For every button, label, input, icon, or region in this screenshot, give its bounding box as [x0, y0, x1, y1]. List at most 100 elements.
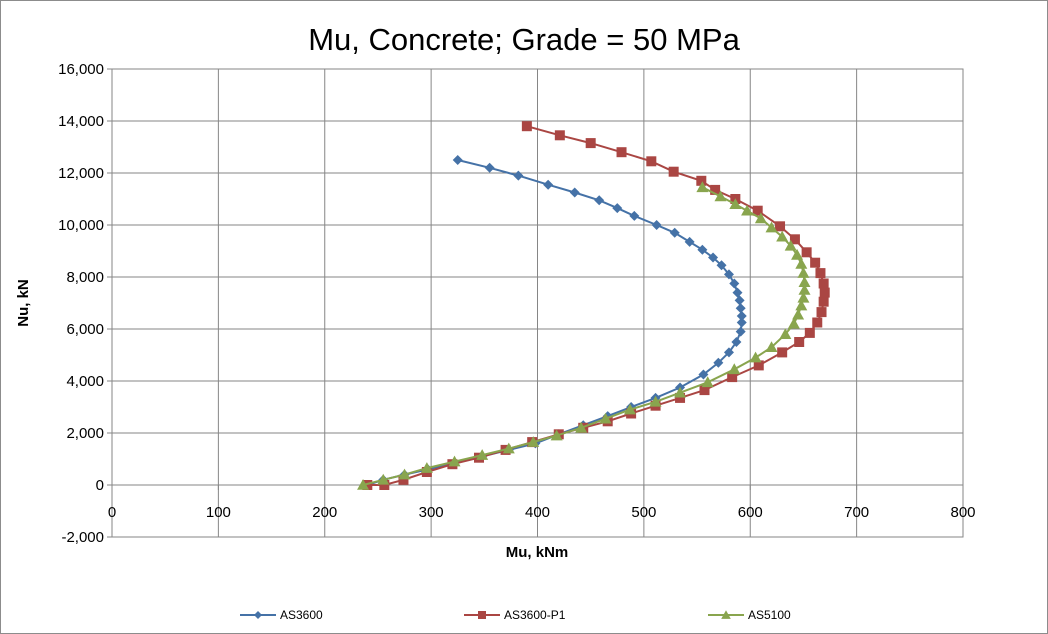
data-point-as5100 [502, 442, 515, 454]
data-point-as3600 [729, 278, 740, 289]
data-point-as5100 [674, 386, 687, 398]
data-point-as3600 [736, 311, 747, 321]
legend-label: AS3600-P1 [504, 608, 566, 622]
legend-item-as3600-p1: AS3600-P1 [464, 608, 566, 622]
data-point-as5100 [476, 449, 489, 460]
data-point-as3600 [735, 303, 746, 314]
data-point-as5100 [791, 248, 804, 260]
data-point-as3600 [736, 317, 747, 328]
data-point-as3600 [484, 162, 495, 173]
data-point-as3600-p1 [804, 327, 815, 338]
data-point-as3600-p1 [727, 372, 738, 383]
data-point-as3600-p1 [646, 156, 657, 167]
x-tick-label: 400 [525, 504, 550, 521]
y-tick-label: 6,000 [66, 321, 104, 338]
data-point-as3600-p1 [696, 175, 707, 186]
data-point-as5100 [749, 351, 762, 363]
data-point-as3600-p1 [752, 205, 763, 216]
data-point-as5100 [550, 429, 563, 441]
data-point-as3600-p1 [362, 480, 373, 490]
data-point-as3600 [569, 187, 580, 198]
data-point-as3600 [543, 179, 554, 190]
chart-title: Mu, Concrete; Grade = 50 MPa [308, 22, 740, 57]
data-point-as5100 [696, 181, 709, 193]
data-point-as3600-p1 [398, 474, 409, 485]
x-axis-ticks: 0 100 200 300 400 500 600 700 800 [108, 485, 976, 521]
legend-item-as5100: AS5100 [708, 608, 791, 622]
data-point-as3600-p1 [812, 317, 823, 328]
x-tick-label: 0 [108, 504, 116, 521]
data-point-as3600-p1 [819, 287, 830, 298]
data-point-as5100 [624, 403, 637, 415]
data-point-as5100 [357, 479, 370, 490]
data-point-as5100 [420, 462, 433, 473]
data-point-as3600 [651, 220, 662, 230]
legend-marker [478, 611, 486, 619]
data-point-as3600-p1 [777, 347, 788, 358]
legend-item-as3600: AS3600 [240, 608, 323, 622]
data-point-as5100 [795, 258, 808, 269]
data-point-as5100 [784, 239, 797, 251]
series-as3600-p1 [362, 121, 830, 490]
data-point-as3600-p1 [675, 392, 686, 403]
x-tick-label: 200 [312, 504, 337, 521]
y-tick-label: 2,000 [66, 425, 104, 442]
data-point-as5100 [798, 276, 811, 287]
data-point-as5100 [729, 198, 742, 209]
data-point-as3600-p1 [379, 480, 390, 490]
data-point-as5100 [741, 204, 754, 216]
data-point-as3600-p1 [710, 184, 721, 195]
series-layer [357, 121, 830, 490]
plot-area [111, 68, 964, 538]
data-point-as5100 [765, 221, 778, 233]
data-point-as3600-p1 [585, 138, 596, 149]
data-point-as5100 [797, 291, 810, 303]
y-tick-label: -2,000 [61, 529, 104, 546]
data-point-as5100 [765, 341, 778, 352]
data-point-as5100 [754, 212, 767, 224]
data-point-as3600-p1 [789, 234, 800, 245]
data-point-as5100 [527, 436, 540, 447]
legend-marker [254, 611, 262, 619]
x-tick-label: 600 [738, 504, 763, 521]
data-point-as5100 [798, 284, 811, 295]
data-point-as5100 [649, 395, 662, 407]
y-axis-ticks: -2,000 0 2,000 4,000 6,000 8,000 10,000 12,000 1… [58, 61, 112, 546]
data-point-as3600 [723, 347, 734, 358]
data-point-as5100 [797, 267, 810, 278]
data-point-as3600 [684, 236, 695, 247]
data-point-as5100 [776, 230, 789, 242]
x-tick-label: 300 [419, 504, 444, 521]
grid-lines [111, 68, 964, 538]
legend: AS3600 AS3600-P1 AS5100 [240, 608, 791, 622]
data-point-as3600-p1 [616, 147, 627, 158]
x-tick-label: 500 [631, 504, 656, 521]
data-point-as3600 [735, 326, 746, 337]
legend-label: AS3600 [280, 608, 323, 622]
data-point-as3600-p1 [810, 257, 821, 268]
data-point-as3600 [629, 210, 640, 221]
data-point-as3600 [594, 195, 605, 206]
data-point-as5100 [792, 308, 805, 320]
data-point-as5100 [714, 190, 727, 202]
legend-marker [721, 610, 731, 619]
x-axis-title: Mu, kNm [506, 544, 569, 561]
data-point-as3600 [612, 203, 623, 214]
data-point-as5100 [448, 455, 461, 467]
data-point-as5100 [701, 376, 714, 388]
data-point-as3600 [698, 369, 709, 380]
data-point-as3600 [734, 295, 745, 306]
data-point-as5100 [575, 421, 588, 433]
series-as5100 [357, 181, 811, 490]
data-point-as3600 [713, 357, 724, 368]
data-point-as3600-p1 [815, 268, 826, 279]
data-point-as3600-p1 [801, 247, 812, 258]
data-point-as5100 [787, 317, 800, 329]
data-point-as3600 [452, 155, 463, 165]
data-point-as3600 [669, 227, 680, 238]
y-axis-title: Nu, kN [15, 279, 32, 327]
y-tick-label: 10,000 [58, 217, 104, 234]
data-point-as3600-p1 [794, 337, 805, 347]
